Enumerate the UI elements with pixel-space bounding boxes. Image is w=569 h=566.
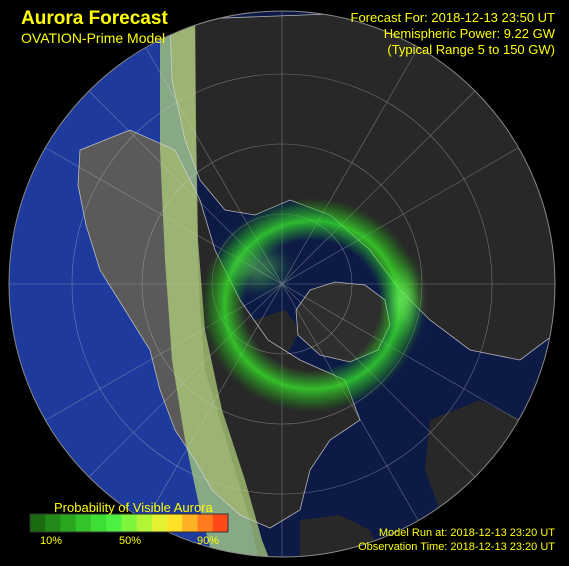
legend-swatch	[182, 514, 199, 532]
legend-swatch	[60, 514, 77, 532]
legend-swatch	[136, 514, 153, 532]
legend-swatch	[45, 514, 61, 532]
legend-tick-10: 10%	[40, 535, 63, 547]
legend-color-bar	[29, 513, 229, 533]
map-title: Aurora Forecast	[21, 8, 168, 29]
hemispheric-power: Hemispheric Power: 9.22 GW	[383, 26, 555, 41]
legend-swatch	[75, 514, 92, 532]
legend-title: Probability of Visible Aurora	[54, 500, 213, 515]
daylight-band	[160, 11, 272, 557]
legend-tick-50: 50%	[119, 535, 142, 547]
legend-tick-90: 90%	[197, 535, 220, 547]
forecast-time: Forecast For: 2018-12-13 23:50 UT	[350, 10, 556, 25]
typical-range: (Typical Range 5 to 150 GW)	[387, 42, 555, 57]
legend-swatch	[197, 514, 214, 532]
legend-swatch	[30, 514, 46, 532]
model-run-time: Model Run at: 2018-12-13 23:20 UT	[378, 527, 555, 539]
model-name: OVATION-Prime Model	[21, 30, 166, 46]
aurora-oval	[200, 197, 424, 413]
legend-swatch	[167, 514, 183, 532]
observation-time: Observation Time: 2018-12-13 23:20 UT	[358, 541, 555, 553]
legend-swatch	[90, 514, 107, 532]
legend-swatch	[212, 514, 229, 532]
globe-rim	[8, 10, 556, 558]
legend-swatch	[121, 514, 138, 532]
legend-swatch	[151, 514, 168, 532]
legend-swatch	[106, 514, 122, 532]
legend-border	[29, 513, 229, 533]
